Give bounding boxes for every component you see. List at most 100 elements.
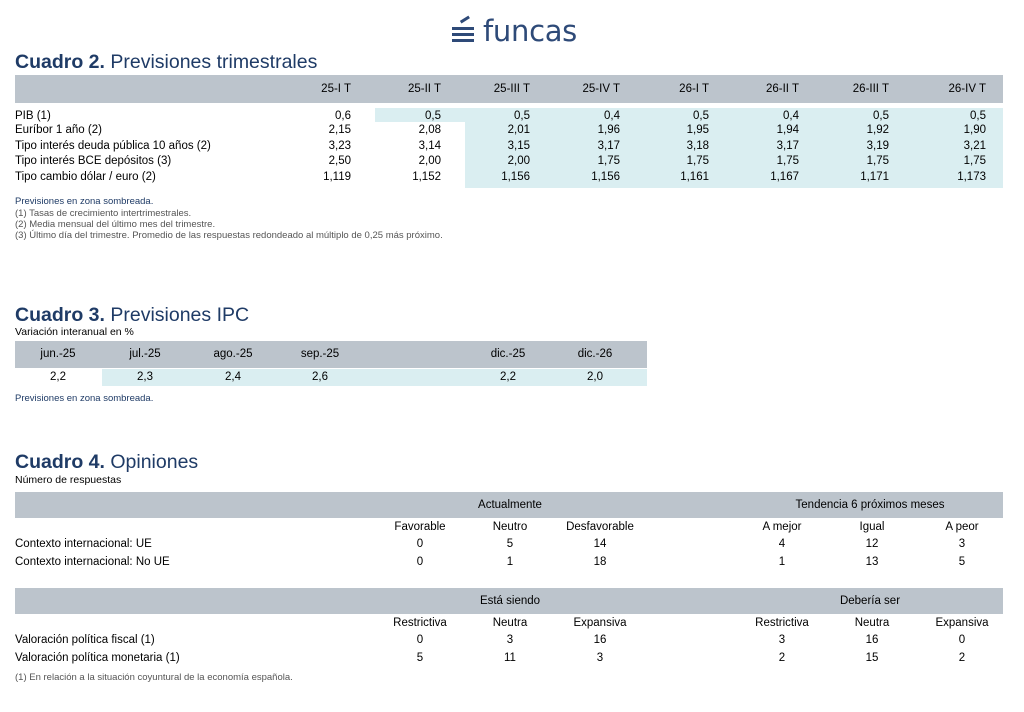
logo-text: funcas bbox=[483, 13, 577, 48]
cuadro4-t2-cell: 15 bbox=[865, 652, 879, 664]
cuadro4-t1-group-trend: Tendencia 6 próximos meses bbox=[795, 499, 945, 511]
cuadro2-cell: 1,75 bbox=[597, 155, 620, 167]
cuadro2-title: Cuadro 2. Previsiones trimestrales bbox=[15, 51, 318, 73]
cuadro2-cell: 3,18 bbox=[686, 140, 709, 152]
cuadro2-cell: 2,00 bbox=[507, 155, 530, 167]
cuadro2-cell: 3,17 bbox=[776, 140, 799, 152]
cuadro3-col-header: dic.-26 bbox=[577, 348, 613, 360]
cuadro4-t1-cell: 1 bbox=[506, 556, 514, 568]
cuadro2-cell: 0,5 bbox=[873, 110, 889, 122]
cuadro4-t1-header-bar bbox=[15, 492, 1003, 518]
cuadro2-cell: 1,96 bbox=[597, 124, 620, 136]
cuadro3-title-text: Previsiones IPC bbox=[110, 304, 250, 326]
cuadro4-t2-cell: 2 bbox=[778, 652, 786, 664]
cuadro2-note-3: (3) Último día del trimestre. Promedio d… bbox=[15, 230, 443, 241]
cuadro2-col-header: 26-I T bbox=[679, 83, 709, 95]
cuadro3-title-number: Cuadro 3. bbox=[15, 304, 105, 326]
cuadro2-cell: 3,14 bbox=[418, 140, 441, 152]
cuadro4-t2-group-current: Está siendo bbox=[479, 595, 541, 607]
cuadro3-cell: 2,0 bbox=[587, 371, 603, 383]
cuadro2-cell: 0,5 bbox=[693, 110, 709, 122]
cuadro4-t2-cell: 16 bbox=[865, 634, 879, 646]
cuadro2-col-header: 25-I T bbox=[321, 83, 351, 95]
cuadro2-cell: 1,90 bbox=[963, 124, 986, 136]
cuadro4-t2-cell: 3 bbox=[778, 634, 786, 646]
cuadro4-t1-cell: 1 bbox=[778, 556, 786, 568]
cuadro2-col-header: 26-III T bbox=[852, 83, 889, 95]
cuadro2-cell: 1,156 bbox=[591, 171, 620, 183]
cuadro4-t1-col-header: Neutro bbox=[492, 521, 528, 533]
cuadro4-subtitle: Número de respuestas bbox=[15, 474, 122, 486]
funcas-logo: funcas bbox=[452, 14, 577, 48]
cuadro2-cell: 3,23 bbox=[328, 140, 351, 152]
cuadro2-col-header: 25-III T bbox=[493, 83, 530, 95]
cuadro2-col-header: 26-II T bbox=[765, 83, 799, 95]
cuadro2-cell: 1,167 bbox=[770, 171, 799, 183]
cuadro3-col-header: sep.-25 bbox=[300, 348, 340, 360]
cuadro2-row-label: Tipo cambio dólar / euro (2) bbox=[15, 171, 156, 183]
cuadro2-col-header: 26-IV T bbox=[948, 83, 987, 95]
cuadro4-t1-cell: 4 bbox=[778, 538, 786, 550]
cuadro3-cell: 2,3 bbox=[137, 371, 153, 383]
cuadro2-cell: 0,4 bbox=[783, 110, 799, 122]
cuadro4-t1-cell: 5 bbox=[958, 556, 966, 568]
cuadro3-cell: 2,2 bbox=[50, 371, 66, 383]
cuadro2-cell: 0,6 bbox=[335, 110, 351, 122]
cuadro4-t2-row-label: Valoración política monetaria (1) bbox=[15, 652, 180, 664]
cuadro2-cell: 0,5 bbox=[970, 110, 986, 122]
cuadro2-cell: 1,75 bbox=[963, 155, 986, 167]
cuadro4-t1-cell: 13 bbox=[865, 556, 879, 568]
cuadro2-cell: 1,92 bbox=[866, 124, 889, 136]
cuadro4-t1-col-header: Favorable bbox=[394, 521, 446, 533]
cuadro4-t2-col-header: Neutra bbox=[854, 617, 890, 629]
cuadro2-shade-pib bbox=[375, 108, 465, 122]
cuadro4-t2-col-header: Neutra bbox=[492, 617, 528, 629]
cuadro4-t2-cell: 0 bbox=[416, 634, 424, 646]
cuadro2-cell: 2,00 bbox=[418, 155, 441, 167]
cuadro2-cell: 1,75 bbox=[686, 155, 709, 167]
cuadro2-cell: 1,161 bbox=[680, 171, 709, 183]
cuadro4-t2-row-label: Valoración política fiscal (1) bbox=[15, 634, 155, 646]
cuadro4-t1-col-header: Igual bbox=[859, 521, 885, 533]
cuadro2-cell: 0,4 bbox=[604, 110, 620, 122]
cuadro4-t2-cell: 3 bbox=[596, 652, 604, 664]
cuadro4-t1-cell: 18 bbox=[593, 556, 607, 568]
cuadro3-cell: 2,2 bbox=[500, 371, 516, 383]
cuadro2-cell: 1,94 bbox=[776, 124, 799, 136]
funcas-logo-icon bbox=[452, 15, 474, 43]
cuadro3-col-header: jul.-25 bbox=[129, 348, 161, 360]
cuadro4-t2-cell: 2 bbox=[958, 652, 966, 664]
cuadro4-title-text: Opiniones bbox=[110, 451, 199, 473]
cuadro4-t1-row-label: Contexto internacional: No UE bbox=[15, 556, 170, 568]
cuadro3-note: Previsiones en zona sombreada. bbox=[15, 393, 154, 404]
cuadro2-cell: 1,171 bbox=[860, 171, 889, 183]
cuadro3-shade bbox=[102, 369, 647, 386]
cuadro2-col-header: 25-II T bbox=[407, 83, 441, 95]
cuadro4-t1-col-header: A peor bbox=[945, 521, 979, 533]
cuadro4-t2-col-header: Expansiva bbox=[573, 617, 627, 629]
cuadro4-t2-group-should: Debería ser bbox=[839, 595, 901, 607]
cuadro4-t1-cell: 3 bbox=[958, 538, 966, 550]
cuadro2-row-label: PIB (1) bbox=[15, 110, 51, 122]
cuadro2-cell: 2,01 bbox=[507, 124, 530, 136]
cuadro4-t1-cell: 0 bbox=[416, 538, 424, 550]
cuadro4-t2-cell: 3 bbox=[506, 634, 514, 646]
cuadro2-row-label: Tipo interés BCE depósitos (3) bbox=[15, 155, 172, 167]
cuadro4-t1-col-header: A mejor bbox=[762, 521, 802, 533]
cuadro4-t1-cell: 5 bbox=[506, 538, 514, 550]
cuadro2-note-shaded: Previsiones en zona sombreada. bbox=[15, 196, 154, 207]
cuadro4-t1-cell: 0 bbox=[416, 556, 424, 568]
cuadro2-cell: 3,15 bbox=[507, 140, 530, 152]
cuadro4-t1-col-header: Desfavorable bbox=[566, 521, 634, 533]
cuadro2-row-label: Euríbor 1 año (2) bbox=[15, 124, 102, 136]
cuadro3-subtitle: Variación interanual en % bbox=[15, 326, 134, 338]
cuadro4-t2-col-header: Restrictiva bbox=[755, 617, 809, 629]
cuadro2-cell: 1,75 bbox=[866, 155, 889, 167]
cuadro2-title-text: Previsiones trimestrales bbox=[110, 51, 318, 73]
cuadro2-title-number: Cuadro 2. bbox=[15, 51, 105, 73]
cuadro4-t2-col-header: Restrictiva bbox=[393, 617, 447, 629]
cuadro4-t1-cell: 14 bbox=[593, 538, 607, 550]
cuadro2-cell: 1,95 bbox=[686, 124, 709, 136]
cuadro2-cell: 3,17 bbox=[597, 140, 620, 152]
cuadro4-t1-row-label: Contexto internacional: UE bbox=[15, 538, 152, 550]
